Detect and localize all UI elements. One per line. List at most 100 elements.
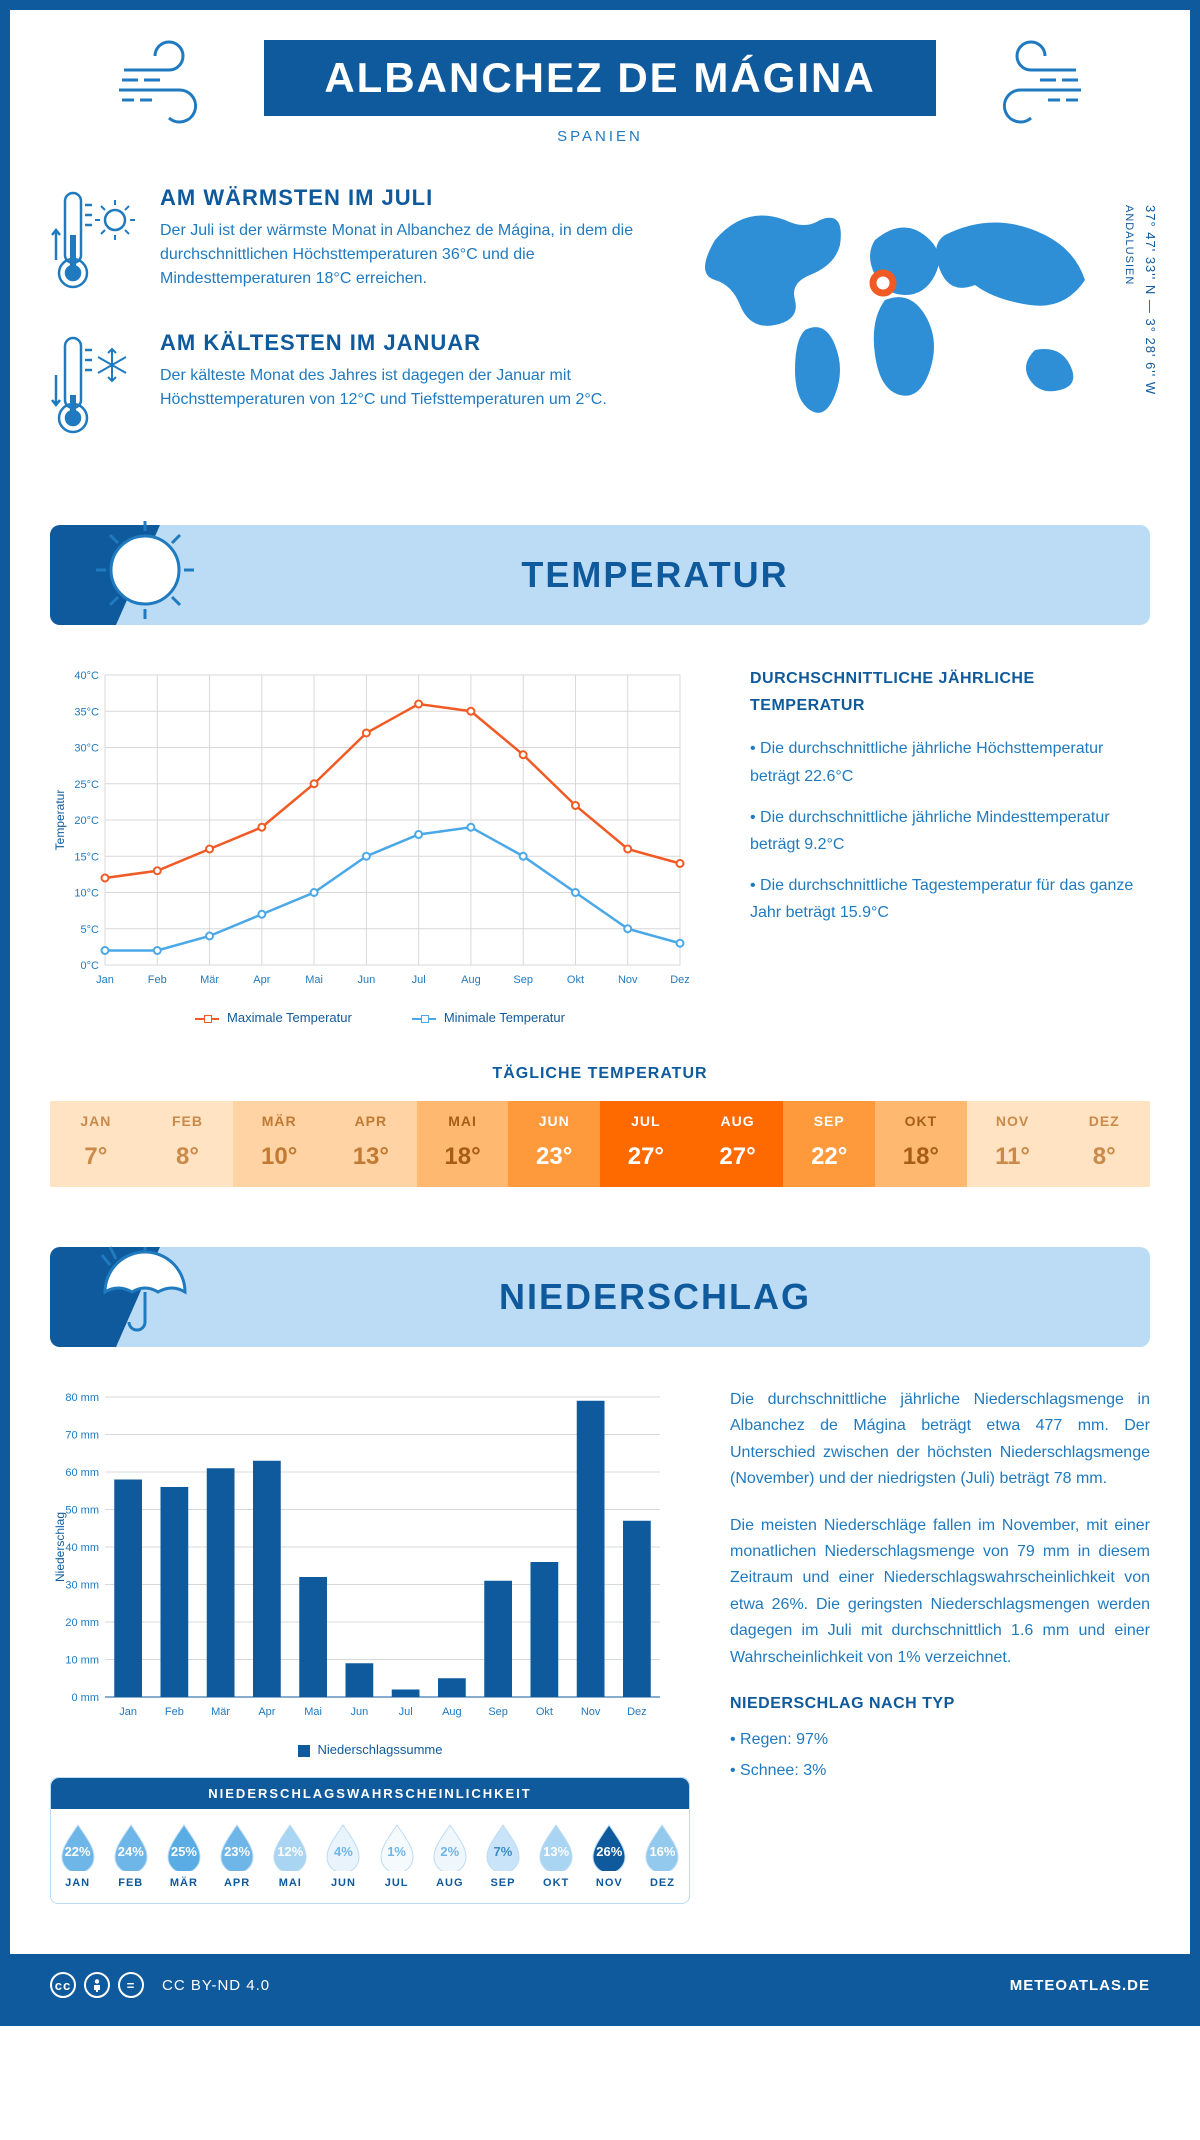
svg-text:Dez: Dez (627, 1706, 647, 1718)
probability-drop: 25% MÄR (157, 1823, 210, 1889)
thermometer-sun-icon (50, 185, 140, 300)
legend-min: Minimale Temperatur (412, 1010, 565, 1025)
svg-text:Apr: Apr (258, 1706, 275, 1718)
coldest-text: Der kälteste Monat des Jahres ist dagege… (160, 364, 650, 412)
precipitation-title: NIEDERSCHLAG (160, 1276, 1150, 1318)
svg-text:Feb: Feb (165, 1706, 184, 1718)
brand: METEOATLAS.DE (1010, 1977, 1150, 1994)
svg-text:Dez: Dez (670, 974, 690, 986)
daily-cell: OKT18° (875, 1101, 967, 1187)
probability-drop: 4% JUN (317, 1823, 370, 1889)
svg-text:Okt: Okt (567, 974, 584, 986)
svg-text:Mai: Mai (304, 1706, 322, 1718)
daily-cell: MÄR10° (233, 1101, 325, 1187)
daily-cell: SEP22° (783, 1101, 875, 1187)
svg-text:50 mm: 50 mm (65, 1505, 99, 1517)
svg-text:70 mm: 70 mm (65, 1430, 99, 1442)
daily-cell: APR13° (325, 1101, 417, 1187)
svg-text:Temperatur: Temperatur (53, 790, 67, 851)
daily-cell: MAI18° (417, 1101, 509, 1187)
svg-text:Jun: Jun (357, 974, 375, 986)
svg-text:Nov: Nov (581, 1706, 601, 1718)
svg-text:35°C: 35°C (74, 706, 99, 718)
svg-text:0 mm: 0 mm (72, 1692, 100, 1704)
svg-text:Aug: Aug (442, 1706, 462, 1718)
probability-drop: 13% OKT (530, 1823, 583, 1889)
wind-icon-right (966, 40, 1086, 135)
svg-text:Apr: Apr (253, 974, 270, 986)
svg-text:20 mm: 20 mm (65, 1617, 99, 1629)
probability-drop: 23% APR (211, 1823, 264, 1889)
license-text: CC BY-ND 4.0 (162, 1977, 270, 1994)
svg-text:Niederschlag: Niederschlag (53, 1512, 67, 1582)
temperature-summary-text: DURCHSCHNITTLICHE JÄHRLICHE TEMPERATUR •… (750, 665, 1150, 1025)
by-icon (84, 1972, 110, 1998)
svg-text:Okt: Okt (536, 1706, 553, 1718)
daily-cell: JUL27° (600, 1101, 692, 1187)
country-subtitle: SPANIEN (264, 128, 935, 145)
temperature-title: TEMPERATUR (160, 554, 1150, 596)
svg-text:Feb: Feb (148, 974, 167, 986)
svg-text:25°C: 25°C (74, 779, 99, 791)
svg-text:40°C: 40°C (74, 670, 99, 682)
daily-cell: AUG27° (692, 1101, 784, 1187)
probability-drop: 12% MAI (264, 1823, 317, 1889)
warmest-block: AM WÄRMSTEN IM JULI Der Juli ist der wär… (50, 185, 650, 300)
city-title: ALBANCHEZ DE MÁGINA (264, 40, 935, 116)
daily-cell: JUN23° (508, 1101, 600, 1187)
cc-icon: cc (50, 1972, 76, 1998)
svg-text:Jan: Jan (96, 974, 114, 986)
footer: cc = CC BY-ND 4.0 METEOATLAS.DE (10, 1954, 1190, 2016)
coordinates: 37° 47' 33'' N — 3° 28' 6'' W ANDALUSIEN (1118, 205, 1160, 395)
precipitation-bar-chart: 0 mm10 mm20 mm30 mm40 mm50 mm60 mm70 mm8… (50, 1387, 690, 1757)
probability-drop: 2% AUG (423, 1823, 476, 1889)
sun-icon (90, 515, 200, 630)
legend-max: Maximale Temperatur (195, 1010, 352, 1025)
svg-text:Nov: Nov (618, 974, 638, 986)
coldest-block: AM KÄLTESTEN IM JANUAR Der kälteste Mona… (50, 330, 650, 445)
daily-cell: NOV11° (967, 1101, 1059, 1187)
wind-icon-left (114, 40, 234, 135)
svg-text:Mai: Mai (305, 974, 323, 986)
svg-text:60 mm: 60 mm (65, 1467, 99, 1479)
svg-text:10 mm: 10 mm (65, 1655, 99, 1667)
temperature-banner: TEMPERATUR (50, 525, 1150, 625)
svg-text:40 mm: 40 mm (65, 1542, 99, 1554)
svg-text:Sep: Sep (488, 1706, 508, 1718)
coldest-title: AM KÄLTESTEN IM JANUAR (160, 330, 650, 356)
precipitation-summary-text: Die durchschnittliche jährliche Niedersc… (730, 1387, 1150, 1804)
thermometer-snow-icon (50, 330, 140, 445)
probability-drop: 1% JUL (370, 1823, 423, 1889)
nd-icon: = (118, 1972, 144, 1998)
umbrella-icon (90, 1237, 190, 1342)
world-map: 37° 47' 33'' N — 3° 28' 6'' W ANDALUSIEN (690, 185, 1150, 475)
svg-text:Aug: Aug (461, 974, 481, 986)
svg-text:5°C: 5°C (81, 924, 100, 936)
svg-text:Jul: Jul (412, 974, 426, 986)
daily-cell: JAN7° (50, 1101, 142, 1187)
probability-drop: 26% NOV (583, 1823, 636, 1889)
probability-drop: 7% SEP (476, 1823, 529, 1889)
daily-temp-title: TÄGLICHE TEMPERATUR (50, 1065, 1150, 1083)
daily-cell: FEB8° (142, 1101, 234, 1187)
header: ALBANCHEZ DE MÁGINA SPANIEN (50, 40, 1150, 145)
svg-text:0°C: 0°C (81, 960, 100, 972)
precipitation-banner: NIEDERSCHLAG (50, 1247, 1150, 1347)
svg-text:30 mm: 30 mm (65, 1580, 99, 1592)
svg-text:Sep: Sep (513, 974, 533, 986)
probability-drop: 16% DEZ (636, 1823, 689, 1889)
probability-drop: 24% FEB (104, 1823, 157, 1889)
license-icons: cc = CC BY-ND 4.0 (50, 1972, 270, 1998)
svg-text:30°C: 30°C (74, 743, 99, 755)
svg-text:Jun: Jun (351, 1706, 369, 1718)
summary-row: AM WÄRMSTEN IM JULI Der Juli ist der wär… (50, 185, 1150, 475)
daily-temp-strip: JAN7°FEB8°MÄR10°APR13°MAI18°JUN23°JUL27°… (50, 1101, 1150, 1187)
svg-text:Jul: Jul (399, 1706, 413, 1718)
svg-text:Mär: Mär (200, 974, 219, 986)
svg-text:20°C: 20°C (74, 815, 99, 827)
probability-drop: 22% JAN (51, 1823, 104, 1889)
temperature-line-chart: 0°C5°C10°C15°C20°C25°C30°C35°C40°CJanFeb… (50, 665, 710, 1025)
svg-text:Jan: Jan (119, 1706, 137, 1718)
warmest-text: Der Juli ist der wärmste Monat in Albanc… (160, 219, 650, 291)
precipitation-probability-box: NIEDERSCHLAGSWAHRSCHEINLICHKEIT 22% JAN … (50, 1777, 690, 1904)
